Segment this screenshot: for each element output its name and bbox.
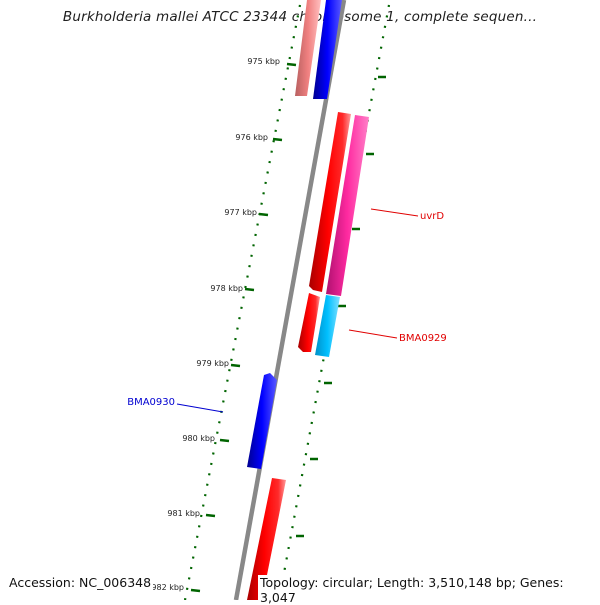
cds-feature-BMA0930[interactable]: [247, 373, 277, 469]
uvrD-leader-line: [370, 208, 419, 217]
cds-feature-blue-top[interactable]: [313, 0, 342, 99]
gene-label-BMA0929[interactable]: BMA0929: [399, 333, 447, 344]
major-ticks-inner: [190, 62, 297, 593]
tick-label-976kbp: 976 kbp: [235, 133, 268, 142]
cds-feature-red-uvrD-strand[interactable]: [309, 112, 351, 292]
map-title: Burkholderia mallei ATCC 23344 chromosom…: [62, 9, 538, 25]
cds-feature-red-lower[interactable]: [298, 293, 320, 352]
tick-label-981kbp: 981 kbp: [167, 509, 200, 518]
tick-label-980kbp: 980 kbp: [182, 434, 215, 443]
tick-label-975kbp: 975 kbp: [247, 57, 280, 66]
BMA0929-leader-line: [348, 329, 398, 339]
accession-text: Accession: NC_006348: [7, 575, 154, 590]
tick-label-977kbp: 977 kbp: [224, 208, 257, 217]
topology-text: Topology: circular; Length: 3,510,148 bp…: [258, 575, 600, 605]
sequence-backbone: [233, 0, 347, 600]
BMA0930-leader-line: [176, 403, 224, 413]
cds-feature-pink[interactable]: [295, 0, 321, 96]
tick-label-979kbp: 979 kbp: [196, 359, 229, 368]
cds-feature-BMA0929[interactable]: [315, 295, 340, 357]
cds-feature-uvrD[interactable]: [326, 115, 369, 296]
tick-ring-inner: [183, 4, 302, 600]
tick-label-982kbp: 982 kbp: [151, 583, 184, 592]
gene-label-uvrD[interactable]: uvrD: [420, 211, 444, 222]
cds-feature-red-bottom[interactable]: [247, 478, 286, 600]
major-ticks-outer: [296, 75, 386, 538]
gene-label-BMA0930[interactable]: BMA0930: [127, 397, 175, 408]
tick-label-978kbp: 978 kbp: [210, 284, 243, 293]
